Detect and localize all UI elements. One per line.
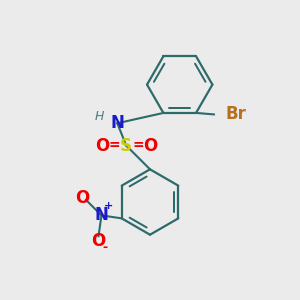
Text: Br: Br xyxy=(226,105,247,123)
Text: S: S xyxy=(120,136,132,154)
Text: N: N xyxy=(110,114,124,132)
Text: N: N xyxy=(94,206,108,224)
Text: =: = xyxy=(109,138,120,152)
Text: O: O xyxy=(92,232,106,250)
Text: =: = xyxy=(132,138,144,152)
Text: -: - xyxy=(103,241,108,254)
Text: O: O xyxy=(95,136,110,154)
Text: H: H xyxy=(95,110,104,123)
Text: +: + xyxy=(103,202,112,212)
Text: O: O xyxy=(75,189,90,207)
Text: O: O xyxy=(143,136,157,154)
